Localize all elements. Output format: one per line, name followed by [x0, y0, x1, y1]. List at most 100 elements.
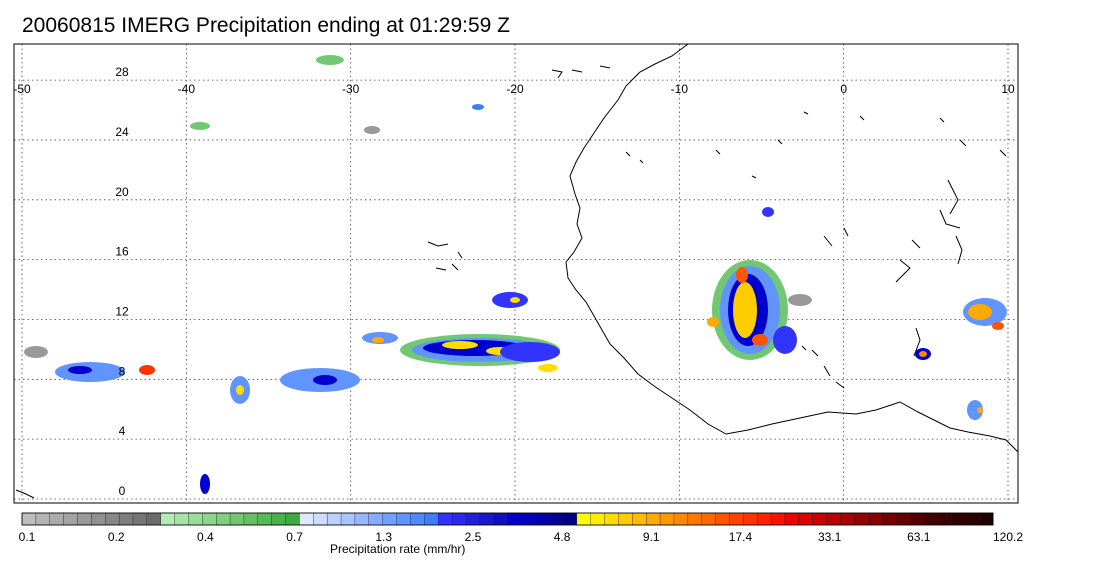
- colorbar-swatch: [895, 512, 911, 526]
- lat-tick-label: 0: [119, 484, 126, 498]
- colorbar-swatch: [299, 512, 314, 526]
- colorbar-swatch: [132, 512, 148, 526]
- colorbar-swatch: [410, 512, 425, 526]
- colorbar-swatch: [160, 512, 176, 526]
- colorbar-swatch: [77, 512, 92, 526]
- colorbar-swatch: [798, 512, 814, 526]
- lon-tick-label: 0: [840, 82, 847, 96]
- colorbar-swatch: [854, 512, 869, 526]
- lon-tick-label: -30: [342, 82, 360, 96]
- colorbar-swatch: [382, 512, 398, 526]
- coastline-fragments: [15, 65, 1007, 499]
- colorbar-tick-label: 33.1: [818, 530, 842, 544]
- colorbar-swatch: [535, 512, 550, 526]
- colorbar-swatch: [715, 512, 730, 526]
- colorbar-tick-label: 0.1: [19, 530, 36, 544]
- colorbar-swatch: [729, 512, 744, 526]
- colorbar-swatch: [313, 512, 328, 526]
- colorbar-swatch: [21, 512, 37, 526]
- colorbar-swatch: [701, 512, 717, 526]
- colorbar-swatch: [756, 512, 772, 526]
- colorbar-swatch: [63, 512, 78, 526]
- colorbar-swatch: [867, 512, 883, 526]
- precip-cells: [24, 55, 1007, 494]
- coastline-west-africa: [565, 44, 1018, 453]
- colorbar-tick-label: 0.2: [108, 530, 125, 544]
- colorbar-swatch: [202, 512, 217, 526]
- colorbar-swatch: [229, 512, 245, 526]
- colorbar-swatch: [840, 512, 855, 526]
- colorbar-swatch: [451, 512, 467, 526]
- colorbar-tick-label: 120.2: [993, 530, 1023, 544]
- colorbar-swatch: [659, 512, 675, 526]
- colorbar-swatch: [479, 512, 495, 526]
- colorbar-tick-labels: 0.1 0.2 0.4 0.7 1.3 2.5 4.8 9.1 17.4 33.1 63.1 120.…: [19, 530, 1024, 544]
- colorbar-swatch: [188, 512, 203, 526]
- colorbar-swatch: [784, 512, 800, 526]
- colorbar-swatch: [521, 512, 536, 526]
- colorbar-swatch: [743, 512, 758, 526]
- colorbar-tick-label: 1.3: [375, 530, 392, 544]
- colorbar-swatch: [951, 512, 966, 526]
- colorbar-swatch: [354, 512, 370, 526]
- colorbar-swatch: [937, 512, 952, 526]
- colorbar-swatch: [673, 512, 689, 526]
- colorbar-swatch: [812, 512, 828, 526]
- colorbar-swatch: [271, 512, 287, 526]
- colorbar-swatch: [965, 512, 980, 526]
- colorbar-swatch: [105, 512, 120, 526]
- colorbar-tick-label: 9.1: [643, 530, 660, 544]
- lat-tick-label: 12: [115, 304, 129, 318]
- map-frame: [13, 43, 1019, 504]
- colorbar-swatch: [257, 512, 273, 526]
- colorbar-swatch: [978, 512, 994, 526]
- colorbar-swatch: [215, 512, 231, 526]
- colorbar-swatch: [687, 512, 703, 526]
- colorbar-swatch: [618, 512, 633, 526]
- graticule: [14, 44, 1018, 503]
- colorbar-swatch: [146, 512, 162, 526]
- colorbar-border: [21, 512, 994, 526]
- colorbar: [21, 512, 994, 526]
- colorbar-swatch: [465, 512, 481, 526]
- colorbar-swatch: [562, 512, 578, 526]
- colorbar-swatch: [493, 512, 508, 526]
- longitude-labels: -50 -40 -30 -20 -10 0 10: [13, 82, 1015, 96]
- colorbar-swatch: [340, 512, 356, 526]
- colorbar-tick-label: 0.4: [197, 530, 214, 544]
- lat-tick-label: 24: [115, 125, 129, 139]
- colorbar-swatch: [576, 512, 592, 526]
- lat-tick-label: 8: [119, 364, 126, 378]
- colorbar-swatch: [770, 512, 786, 526]
- map-background: [14, 44, 1018, 503]
- colorbar-swatch: [881, 512, 897, 526]
- lon-tick-label: -50: [13, 82, 31, 96]
- colorbar-swatch: [646, 512, 661, 526]
- colorbar-swatch: [590, 512, 606, 526]
- colorbar-swatch: [826, 512, 841, 526]
- colorbar-swatch: [396, 512, 411, 526]
- colorbar-swatch: [909, 512, 925, 526]
- colorbar-swatch: [632, 512, 647, 526]
- colorbar-swatch: [923, 512, 939, 526]
- lat-tick-label: 4: [119, 424, 126, 438]
- colorbar-tick-label: 2.5: [465, 530, 482, 544]
- colorbar-swatch: [243, 512, 259, 526]
- precipitation-field: [15, 44, 1018, 499]
- colorbar-swatch: [35, 512, 51, 526]
- colorbar-swatch: [118, 512, 134, 526]
- colorbar-swatch: [174, 512, 189, 526]
- lon-tick-label: -20: [506, 82, 524, 96]
- colorbar-tick-label: 0.7: [286, 530, 303, 544]
- colorbar-swatch: [49, 512, 65, 526]
- colorbar-swatch: [437, 512, 453, 526]
- lon-tick-label: -10: [671, 82, 689, 96]
- map-title: 20060815 IMERG Precipitation ending at 0…: [22, 14, 510, 37]
- colorbar-tick-label: 17.4: [729, 530, 753, 544]
- colorbar-swatch: [424, 512, 439, 526]
- colorbar-swatch: [326, 512, 342, 526]
- colorbar-swatch: [368, 512, 384, 526]
- colorbar-swatch: [507, 512, 522, 526]
- colorbar-swatch: [285, 512, 300, 526]
